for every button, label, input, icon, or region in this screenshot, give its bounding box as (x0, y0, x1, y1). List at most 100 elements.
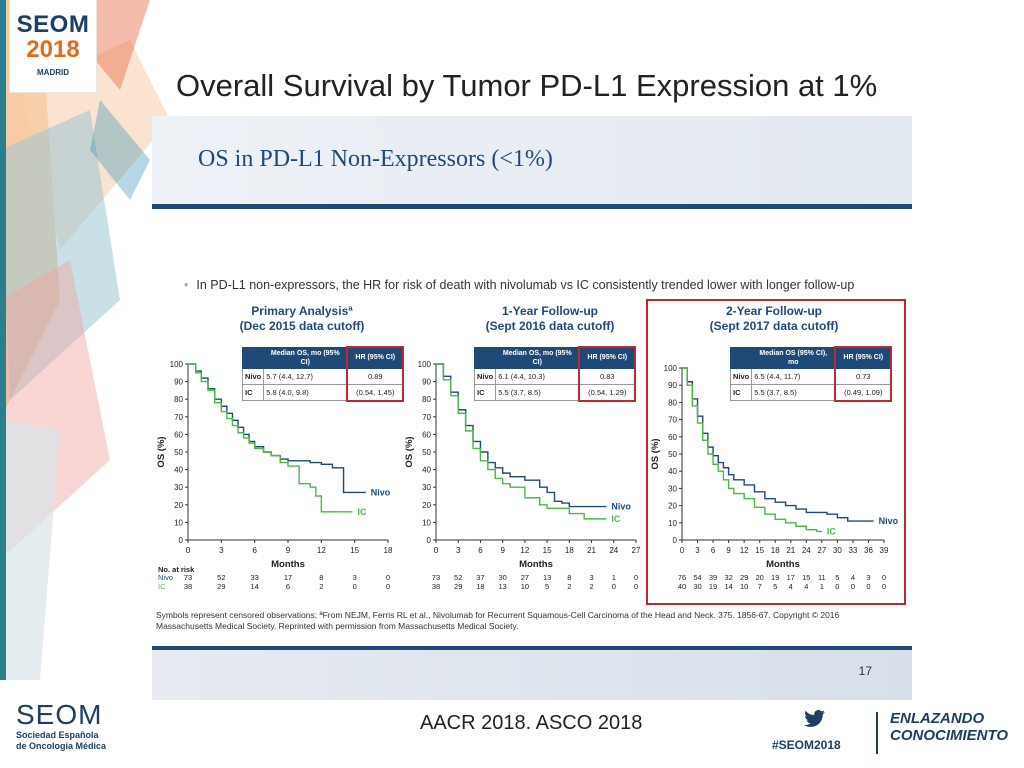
chart-3-x-tick-label: 18 (771, 546, 780, 555)
chart-3-x-tick-label: 9 (726, 546, 731, 555)
table-row-label: Nivo (241, 367, 265, 385)
chart-2-at-risk-nivo: 13 (543, 573, 551, 582)
chart-3-at-risk-ic: 7 (758, 582, 762, 591)
chart-2-at-risk-ic: 10 (521, 582, 529, 591)
logo-line-3: MADRID (37, 68, 69, 77)
chart-2-x-tick-label: 21 (587, 546, 596, 555)
table-header-cell: Median OS, mo (95% CI) (495, 346, 580, 369)
chart-1-y-axis-label: OS (%) (156, 436, 167, 467)
chart-3-y-tick-label: 30 (668, 484, 677, 493)
chart-2-at-risk-nivo: 30 (498, 573, 506, 582)
slide-footer-band: 17 (152, 646, 912, 700)
chart-1-at-risk-nivo: 17 (284, 573, 292, 582)
chart-3-at-risk-ic: 10 (740, 582, 748, 591)
seom-2018-logo: SEOM 2018 MADRID (10, 0, 96, 92)
chart-3-at-risk-nivo: 19 (771, 573, 779, 582)
chart-3-at-risk-ic: 4 (804, 582, 808, 591)
chart-3-x-tick-label: 3 (695, 546, 700, 555)
page-title: Overall Survival by Tumor PD-L1 Expressi… (176, 68, 878, 103)
chart-1-at-risk-label-ic: IC (158, 582, 166, 591)
chart-3-results-table: Median OS (95% CI), mo HR (95% CI) Nivo 6.… (729, 346, 893, 402)
chart-2-y-axis-label: OS (%) (404, 436, 415, 467)
chart-3-at-risk-nivo: 54 (693, 573, 701, 582)
chart-1-x-tick-label: 0 (186, 546, 191, 555)
chart-2-y-tick-label: 80 (422, 395, 431, 404)
chart-2-at-risk-ic: 2 (589, 582, 593, 591)
chart-3-y-tick-label: 0 (673, 536, 678, 545)
chart-3-x-tick-label: 39 (880, 546, 889, 555)
chart-1-x-tick-label: 6 (252, 546, 257, 555)
chart-2-at-risk-ic: 29 (454, 582, 462, 591)
chart-1-at-risk-ic: 6 (286, 582, 290, 591)
table-header-cell: Median OS (95% CI), mo (751, 346, 836, 369)
chart-3-y-tick-label: 50 (668, 450, 677, 459)
chart-1-at-risk-nivo: 3 (353, 573, 357, 582)
table-row-label: Nivo (473, 367, 497, 385)
chart-1-at-risk-nivo: 0 (386, 573, 390, 582)
chart-1-at-risk-ic: 0 (353, 582, 357, 591)
chart-1-at-risk-nivo: 73 (184, 573, 192, 582)
chart-1-series-ic (188, 363, 353, 513)
chart-2-y-tick-label: 10 (422, 518, 431, 527)
chart-3-at-risk-nivo: 76 (678, 573, 686, 582)
chart-3-at-risk-ic: 0 (851, 582, 855, 591)
chart-3-series-label-nivo: Nivo (879, 516, 899, 526)
table-header-cell (729, 346, 753, 369)
chart-2-at-risk-nivo: 27 (521, 573, 529, 582)
seom-line-2: de Oncología Médica (16, 741, 107, 751)
chart-2-series-label-nivo: Nivo (611, 502, 631, 512)
chart-2-x-tick-label: 24 (609, 546, 618, 555)
chart-1-x-tick-label: 18 (384, 546, 393, 555)
chart-2-at-risk-ic: 2 (567, 582, 571, 591)
chart-1-y-tick-label: 70 (174, 413, 183, 422)
chart-3-at-risk-ic: 19 (709, 582, 717, 591)
table-cell-median: 6.1 (4.4, 10.3) (495, 367, 580, 385)
chart-3-x-tick-label: 15 (755, 546, 764, 555)
table-cell-hr: 0.73 (834, 367, 893, 385)
divider (876, 712, 878, 754)
chart-2-at-risk-ic: 5 (545, 582, 549, 591)
chart-3-series-nivo (682, 367, 874, 522)
chart-3-y-tick-label: 80 (668, 398, 677, 407)
chart-1-x-axis-label: Months (271, 559, 305, 570)
chart-2-at-risk-nivo: 8 (567, 573, 571, 582)
chart-2-x-tick-label: 27 (632, 546, 641, 555)
chart-3-y-tick-label: 40 (668, 467, 677, 476)
chart-1-at-risk-header: No. at risk (158, 565, 195, 574)
chart-3-at-risk-ic: 4 (789, 582, 793, 591)
chart-2-x-tick-label: 15 (543, 546, 552, 555)
chart-3-x-tick-label: 0 (680, 546, 685, 555)
chart-2-at-risk-ic: 0 (612, 582, 616, 591)
chart-3-y-tick-label: 70 (668, 416, 677, 425)
chart-3-y-tick-label: 60 (668, 433, 677, 442)
slogan: ENLAZANDO CONOCIMIENTO (890, 710, 1008, 744)
chart-1-y-tick-label: 20 (174, 501, 183, 510)
chart-2-subtitle: (Sept 2016 data cutoff) (485, 319, 615, 333)
chart-1-at-risk-ic: 14 (250, 582, 258, 591)
chart-1-series-label-ic: IC (357, 507, 367, 517)
chart-3-at-risk-ic: 0 (835, 582, 839, 591)
slide-header-band: OS in PD-L1 Non-Expressors (<1%) (152, 116, 912, 209)
table-cell-hr: 0.83 (578, 367, 637, 385)
table-header-cell: HR (95% CI) (346, 346, 405, 369)
highlight-frame (646, 299, 906, 605)
chart-1-title-block: Primary Analysisª (Dec 2015 data cutoff) (212, 304, 392, 334)
slogan-line-2: CONOCIMIENTO (890, 727, 1009, 744)
chart-3-at-risk-ic: 0 (866, 582, 870, 591)
bullet-point: • In PD-L1 non-expressors, the HR for ris… (184, 278, 855, 292)
chart-3-at-risk-nivo: 4 (851, 573, 855, 582)
seom-line-1: Sociedad Española (16, 730, 99, 740)
chart-1-subtitle: (Dec 2015 data cutoff) (239, 319, 365, 333)
chart-2-at-risk-nivo: 73 (432, 573, 440, 582)
chart-1-y-tick-label: 90 (174, 378, 183, 387)
chart-2-at-risk-nivo: 3 (589, 573, 593, 582)
chart-3-at-risk-nivo: 0 (882, 573, 886, 582)
chart-1-results-table: Median OS, mo (95% CI) HR (95% CI) Nivo 5.… (241, 346, 405, 402)
chart-2-series-nivo (436, 363, 607, 508)
chart-3-y-tick-label: 100 (664, 364, 678, 373)
chart-1-y-tick-label: 0 (179, 536, 184, 545)
chart-3-at-risk-ic: 0 (882, 582, 886, 591)
slide-heading: OS in PD-L1 Non-Expressors (<1%) (198, 146, 553, 172)
slide-image: OS in PD-L1 Non-Expressors (<1%) • In PD-… (152, 116, 912, 700)
chart-1-at-risk-ic: 29 (217, 582, 225, 591)
